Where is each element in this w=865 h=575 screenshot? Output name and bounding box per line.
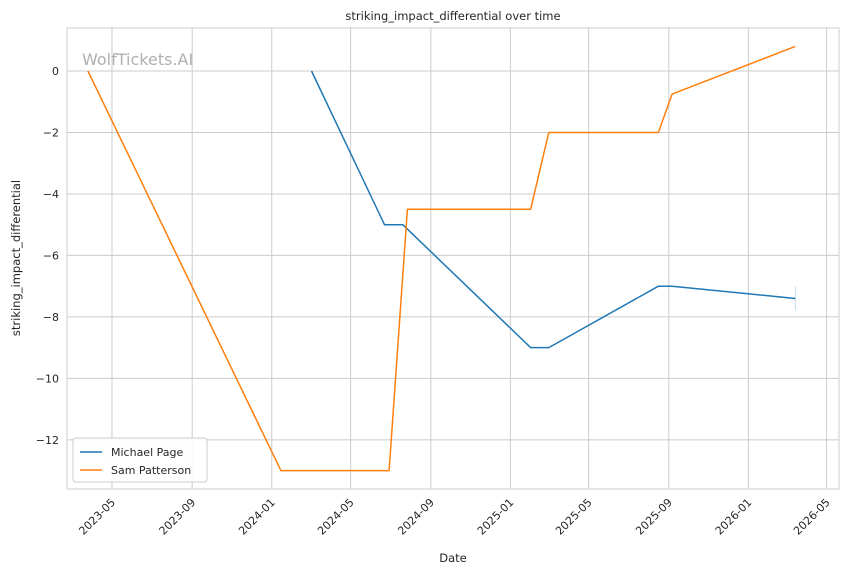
y-axis-ticks: 0 −2 −4 −6 −8 −10 −12 [36, 65, 59, 447]
y-tick-label: −6 [43, 249, 59, 262]
x-axis-label: Date [439, 551, 467, 565]
series-lines [87, 45, 796, 472]
y-tick-label: 0 [52, 65, 59, 78]
y-tick-label: −8 [43, 311, 59, 324]
plot-area-frame [66, 27, 840, 490]
legend-box [72, 437, 208, 483]
watermark-text: WolfTickets.AI [82, 50, 193, 69]
legend: Michael Page Sam Patterson [72, 437, 208, 483]
legend-label: Michael Page [111, 446, 183, 459]
series-line-sam-patterson [87, 45, 796, 472]
y-tick-label: −10 [36, 372, 59, 385]
y-tick-label: −12 [36, 434, 59, 447]
y-tick-label: −4 [43, 188, 59, 201]
chart-title: striking_impact_differential over time [345, 9, 560, 23]
series-line-michael-page [310, 70, 796, 349]
y-axis-label: striking_impact_differential [9, 180, 23, 336]
y-tick-label: −2 [43, 126, 59, 139]
legend-label: Sam Patterson [111, 464, 191, 477]
